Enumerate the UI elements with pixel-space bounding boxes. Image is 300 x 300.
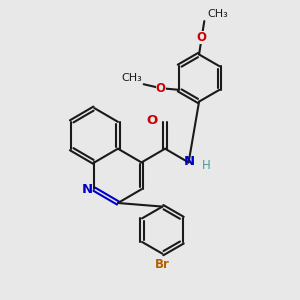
Text: CH₃: CH₃ bbox=[121, 73, 142, 82]
Text: O: O bbox=[147, 114, 158, 127]
Text: O: O bbox=[156, 82, 166, 95]
Text: CH₃: CH₃ bbox=[208, 10, 228, 20]
Text: N: N bbox=[82, 183, 93, 196]
Text: O: O bbox=[197, 31, 207, 44]
Text: H: H bbox=[202, 158, 211, 172]
Text: N: N bbox=[184, 155, 195, 168]
Text: Br: Br bbox=[155, 258, 170, 271]
